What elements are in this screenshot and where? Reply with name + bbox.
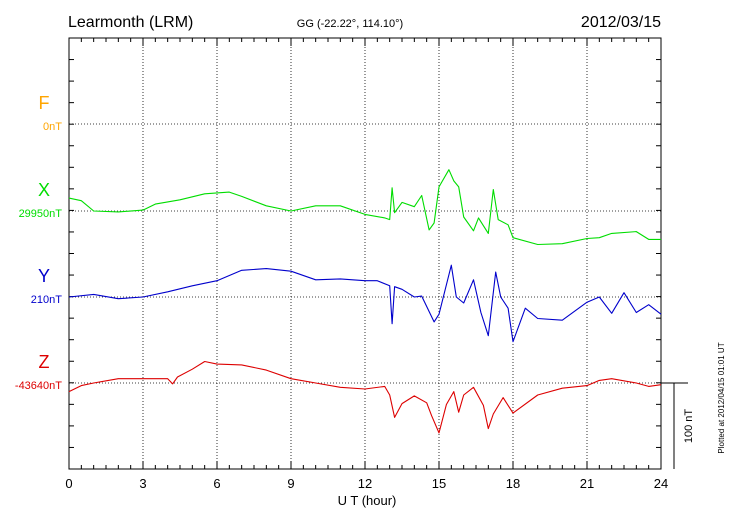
series-name-y: Y xyxy=(38,266,50,286)
series-line-x xyxy=(68,169,661,246)
x-tick-label-3: 3 xyxy=(139,476,146,491)
grid xyxy=(69,38,661,469)
x-tick-label-24: 24 xyxy=(654,476,668,491)
x-axis-label: U T (hour) xyxy=(338,493,397,508)
series-baseline-z: -43640nT xyxy=(15,380,62,392)
coordinates-label: GG (-22.22°, 114.10°) xyxy=(297,18,403,30)
x-tick-label-6: 6 xyxy=(213,476,220,491)
x-tick-label-9: 9 xyxy=(287,476,294,491)
series-line-y xyxy=(68,264,662,343)
series-baseline-x: 29950nT xyxy=(19,208,63,220)
series-name-x: X xyxy=(38,180,50,200)
x-tick-label-18: 18 xyxy=(506,476,520,491)
plotted-at-label: Plotted at 2012/04/15 01:01 UT xyxy=(717,342,726,453)
x-tick-label-0: 0 xyxy=(65,476,72,491)
x-axis: 0 3 6 9 12 15 18 21 24 xyxy=(65,37,668,491)
date-label: 2012/03/15 xyxy=(581,14,661,31)
x-tick-label-21: 21 xyxy=(580,476,594,491)
x-tick-label-15: 15 xyxy=(432,476,446,491)
scale-bar-label: 100 nT xyxy=(683,409,695,444)
series-baseline-y: 210nT xyxy=(31,294,62,306)
station-title: Learmonth (LRM) xyxy=(68,14,193,31)
series-line-z xyxy=(68,360,662,434)
scale-bar: 100 nT xyxy=(661,382,695,469)
series-name-f: F xyxy=(39,93,50,113)
series-baseline-f: 0nT xyxy=(43,121,62,133)
series-lines xyxy=(68,169,662,434)
x-tick-label-12: 12 xyxy=(358,476,372,491)
series-name-z: Z xyxy=(39,352,50,372)
series-labels: F 0nT X 29950nT Y 210nT Z -43640nT xyxy=(15,93,62,392)
